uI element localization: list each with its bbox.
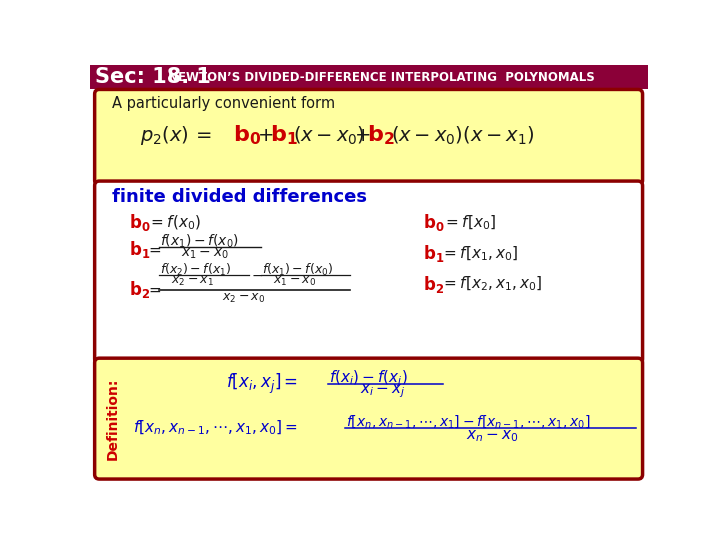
Text: $f(x_i)-f(x_j)$: $f(x_i)-f(x_j)$ (329, 369, 408, 389)
Text: $-$: $-$ (251, 268, 264, 282)
Text: $=$: $=$ (145, 282, 162, 297)
Text: $x_2 - x_1$: $x_2 - x_1$ (171, 275, 214, 288)
Text: $\mathit{\mathbf{b_1}}$: $\mathit{\mathbf{b_1}}$ (129, 239, 150, 260)
FancyBboxPatch shape (90, 65, 648, 90)
Text: $\mathbf{b_2}$: $\mathbf{b_2}$ (366, 124, 395, 147)
Text: $\mathit{\mathbf{b_2}}$: $\mathit{\mathbf{b_2}}$ (129, 279, 150, 300)
Text: $x_1 - x_0$: $x_1 - x_0$ (181, 247, 230, 261)
Text: NEWTON’S DIVIDED-DIFFERENCE INTERPOLATING  POLYNOMALS: NEWTON’S DIVIDED-DIFFERENCE INTERPOLATIN… (168, 71, 594, 84)
Text: $f(x_1) - f(x_0)$: $f(x_1) - f(x_0)$ (160, 232, 238, 250)
FancyBboxPatch shape (94, 181, 642, 363)
Text: $\mathbf{b_1}$: $\mathbf{b_1}$ (270, 124, 297, 147)
Text: $+$: $+$ (354, 126, 370, 145)
Text: $= f[x_2, x_1, x_0]$: $= f[x_2, x_1, x_0]$ (441, 275, 542, 293)
Text: Sec: 18. 1: Sec: 18. 1 (96, 67, 211, 87)
Text: $f(x_1) - f(x_0)$: $f(x_1) - f(x_0)$ (262, 261, 333, 278)
Text: $+$: $+$ (256, 126, 273, 145)
Text: Definition:: Definition: (107, 378, 120, 460)
Text: $f[x_i, x_j] =$: $f[x_i, x_j] =$ (225, 372, 297, 396)
Text: $= f[x_1, x_0]$: $= f[x_1, x_0]$ (441, 244, 518, 262)
Text: $x_i-x_j$: $x_i-x_j$ (360, 382, 405, 400)
Text: $\mathit{\mathbf{b_0}}$: $\mathit{\mathbf{b_0}}$ (423, 212, 445, 233)
Text: finite divided differences: finite divided differences (112, 188, 366, 206)
Text: $\mathit{\mathbf{b_0}}$: $\mathit{\mathbf{b_0}}$ (129, 212, 150, 233)
Text: $f[x_n, x_{n-1}, \cdots, x_1] - f[x_{n-1}, \cdots, x_1, x_0]$: $f[x_n, x_{n-1}, \cdots, x_1] - f[x_{n-1… (346, 414, 590, 430)
FancyBboxPatch shape (94, 358, 642, 479)
Text: $= f(x_0)$: $= f(x_0)$ (148, 213, 201, 232)
Text: $f[x_n, x_{n-1}, \cdots, x_1, x_0] =$: $f[x_n, x_{n-1}, \cdots, x_1, x_0] =$ (132, 419, 297, 437)
Text: $f(x_2) - f(x_1)$: $f(x_2) - f(x_1)$ (160, 261, 231, 278)
Text: $x_1 - x_0$: $x_1 - x_0$ (273, 275, 316, 288)
Text: $\mathit{\mathbf{b_2}}$: $\mathit{\mathbf{b_2}}$ (423, 274, 444, 295)
Text: A particularly convenient form: A particularly convenient form (112, 96, 335, 111)
Text: $x_n - x_0$: $x_n - x_0$ (466, 428, 518, 444)
Text: $p_2(x)\, =\,$: $p_2(x)\, =\,$ (140, 124, 212, 147)
Text: $= f[x_0]$: $= f[x_0]$ (443, 213, 495, 232)
Text: $=$: $=$ (145, 242, 162, 257)
Text: $\mathbf{b_0}$: $\mathbf{b_0}$ (233, 124, 261, 147)
Text: $(x - x_0)$: $(x - x_0)$ (293, 125, 365, 147)
FancyBboxPatch shape (94, 90, 642, 185)
Text: $x_2 - x_0$: $x_2 - x_0$ (222, 292, 265, 306)
Text: $\mathit{\mathbf{b_1}}$: $\mathit{\mathbf{b_1}}$ (423, 243, 444, 264)
Text: $(x - x_0)(x - x_1)$: $(x - x_0)(x - x_1)$ (391, 125, 534, 147)
